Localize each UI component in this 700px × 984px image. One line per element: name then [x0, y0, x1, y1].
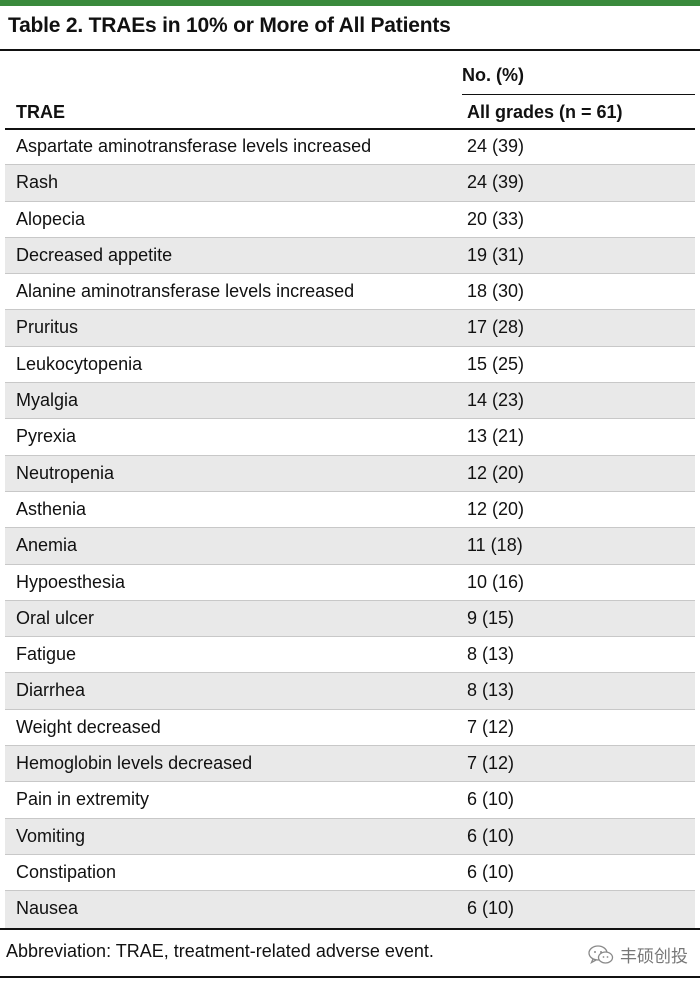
trae-count-cell: 19 (31) — [467, 244, 525, 265]
trae-name-cell: Aspartate aminotransferase levels increa… — [16, 136, 372, 156]
trae-count-cell: 6 (10) — [467, 861, 515, 882]
table-header — [5, 51, 695, 129]
table-row: Fatigue 8 (13) — [5, 637, 695, 674]
trae-count-cell: 6 (10) — [467, 789, 515, 810]
trae-name-cell: Leukocytopenia — [16, 353, 143, 374]
trae-name-cell: Diarrhea — [16, 680, 86, 701]
table-row: Alopecia 20 (33) — [5, 202, 695, 238]
table-body: Aspartate aminotransferase levels increa… — [5, 129, 695, 928]
table-title: Table 2. TRAEs in 10% or More of All Pat… — [8, 14, 451, 37]
table-row: Oral ulcer 9 (15) — [5, 600, 695, 638]
table-row: Myalgia 14 (23) — [5, 383, 695, 420]
trae-count-cell: 20 (33) — [467, 208, 525, 229]
watermark-text: 丰硕创投 — [620, 947, 688, 966]
trae-count-cell: 24 (39) — [467, 172, 525, 193]
trae-count-cell: 8 (13) — [467, 644, 515, 665]
table-row: Anemia 11 (18) — [5, 528, 695, 565]
trae-count-cell: 6 (10) — [467, 825, 515, 846]
trae-count-cell: 15 (25) — [467, 353, 525, 374]
trae-name-cell: Hypoesthesia — [16, 571, 126, 592]
column-group-underline — [462, 94, 695, 95]
trae-count-cell: 14 (23) — [467, 390, 525, 411]
trae-count-cell: 18 (30) — [467, 281, 525, 302]
trae-name-cell: Weight decreased — [16, 716, 161, 737]
table-row: Hypoesthesia 10 (16) — [5, 565, 695, 601]
trae-count-cell: 12 (20) — [467, 462, 525, 483]
column-header-trae: TRAE — [16, 102, 65, 122]
table-row: Pain in extremity 6 (10) — [5, 782, 695, 819]
wechat-icon — [588, 944, 614, 965]
trae-name-cell: Nausea — [16, 898, 79, 919]
table-bottom-rule — [0, 928, 700, 930]
trae-name-cell: Decreased appetite — [16, 244, 173, 265]
trae-count-cell: 11 (18) — [467, 535, 523, 556]
table-row: Nausea 6 (10) — [5, 891, 695, 928]
table-row: Constipation 6 (10) — [5, 855, 695, 892]
table-footnote: Abbreviation: TRAE, treatment-related ad… — [6, 941, 434, 961]
trae-count-cell: 12 (20) — [467, 498, 525, 519]
header-rule — [5, 128, 695, 130]
title-rule — [0, 49, 700, 51]
trae-name-cell: Fatigue — [16, 644, 77, 665]
trae-name-cell: Myalgia — [16, 390, 79, 411]
table-row: Vomiting 6 (10) — [5, 818, 695, 855]
trae-name-cell: Neutropenia — [16, 462, 115, 483]
table-row: Diarrhea 8 (13) — [5, 673, 695, 710]
table-row: Aspartate aminotransferase levels increa… — [5, 129, 695, 166]
trae-name-cell: Hemoglobin levels decreased — [16, 753, 253, 774]
trae-name-cell: Pain in extremity — [16, 789, 150, 810]
trae-name-cell: Alanine aminotransferase levels increase… — [16, 281, 355, 302]
top-accent-rule — [0, 0, 700, 6]
table-row: Pyrexia 13 (21) — [5, 419, 695, 456]
table-row: Pruritus 17 (28) — [5, 310, 695, 347]
trae-name-cell: Alopecia — [16, 208, 86, 229]
table-row: Hemoglobin levels decreased 7 (12) — [5, 746, 695, 783]
table-row: Asthenia 12 (20) — [5, 492, 695, 529]
trae-name-cell: Constipation — [16, 861, 117, 882]
column-header-all-grades: All grades (n = 61) — [467, 102, 623, 122]
trae-count-cell: 17 (28) — [467, 317, 525, 338]
trae-name-cell: Oral ulcer — [16, 607, 95, 628]
trae-count-cell: 6 (10) — [467, 898, 515, 919]
trae-name-cell: Asthenia — [16, 498, 87, 519]
column-group-header: No. (%) — [462, 65, 524, 85]
trae-count-cell: 7 (12) — [467, 753, 515, 774]
table-row: Decreased appetite 19 (31) — [5, 237, 695, 275]
table-row: Rash 24 (39) — [5, 165, 695, 202]
trae-name-cell: Vomiting — [16, 825, 86, 846]
trae-count-cell: 8 (13) — [467, 680, 515, 701]
table-row: Neutropenia 12 (20) — [5, 455, 695, 492]
page-end-rule — [0, 976, 700, 978]
trae-count-cell: 24 (39) — [467, 136, 525, 156]
trae-count-cell: 13 (21) — [467, 426, 525, 447]
trae-count-cell: 10 (16) — [467, 571, 525, 592]
trae-name-cell: Rash — [16, 172, 59, 193]
trae-count-cell: 7 (12) — [467, 716, 515, 737]
trae-name-cell: Pyrexia — [16, 426, 77, 447]
trae-count-cell: 9 (15) — [467, 607, 515, 628]
trae-name-cell: Pruritus — [16, 317, 79, 338]
trae-name-cell: Anemia — [16, 535, 78, 556]
table-row: Weight decreased 7 (12) — [5, 710, 695, 747]
table-row: Alanine aminotransferase levels increase… — [5, 274, 695, 311]
table-row: Leukocytopenia 15 (25) — [5, 347, 695, 384]
watermark: 丰硕创投 — [588, 942, 688, 967]
